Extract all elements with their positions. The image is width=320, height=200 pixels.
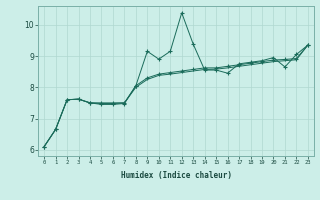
X-axis label: Humidex (Indice chaleur): Humidex (Indice chaleur) — [121, 171, 231, 180]
